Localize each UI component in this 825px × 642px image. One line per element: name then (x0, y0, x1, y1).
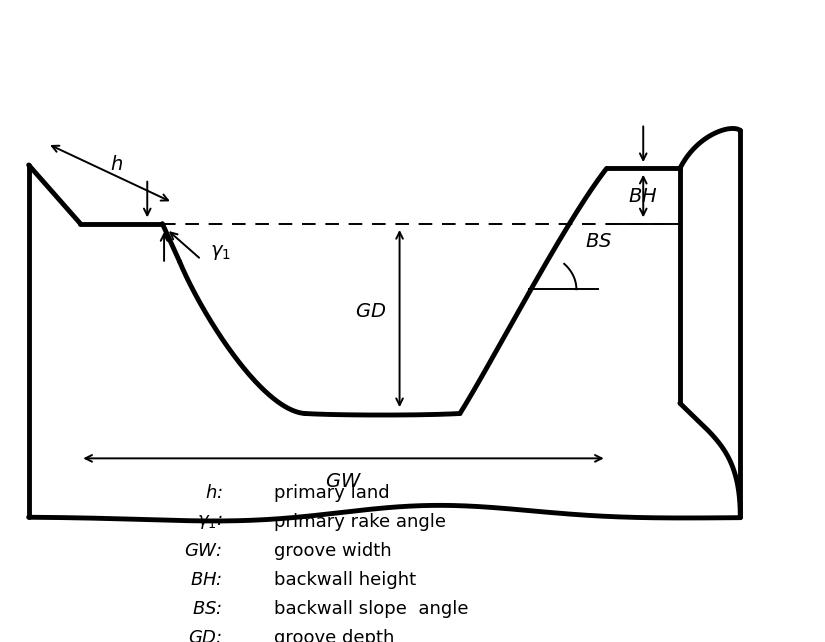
Text: $GW$: $GW$ (325, 472, 362, 491)
Text: $BH$:: $BH$: (191, 571, 223, 589)
Text: groove width: groove width (275, 542, 392, 560)
Text: $h$:: $h$: (205, 484, 223, 502)
Text: $GW$:: $GW$: (184, 542, 223, 560)
Text: $h$: $h$ (110, 155, 123, 173)
Text: $\gamma_1$:: $\gamma_1$: (197, 513, 223, 531)
Text: $GD$:: $GD$: (188, 629, 223, 642)
Text: $BS$:: $BS$: (192, 600, 223, 618)
Text: primary land: primary land (275, 484, 390, 502)
Text: backwall height: backwall height (275, 571, 417, 589)
Text: $GD$: $GD$ (356, 302, 387, 321)
Text: $BS$: $BS$ (585, 232, 612, 251)
Text: $BH$: $BH$ (629, 187, 658, 205)
Text: primary rake angle: primary rake angle (275, 513, 446, 531)
Text: groove depth: groove depth (275, 629, 395, 642)
Text: backwall slope  angle: backwall slope angle (275, 600, 469, 618)
Text: $\gamma_1$: $\gamma_1$ (210, 243, 231, 262)
